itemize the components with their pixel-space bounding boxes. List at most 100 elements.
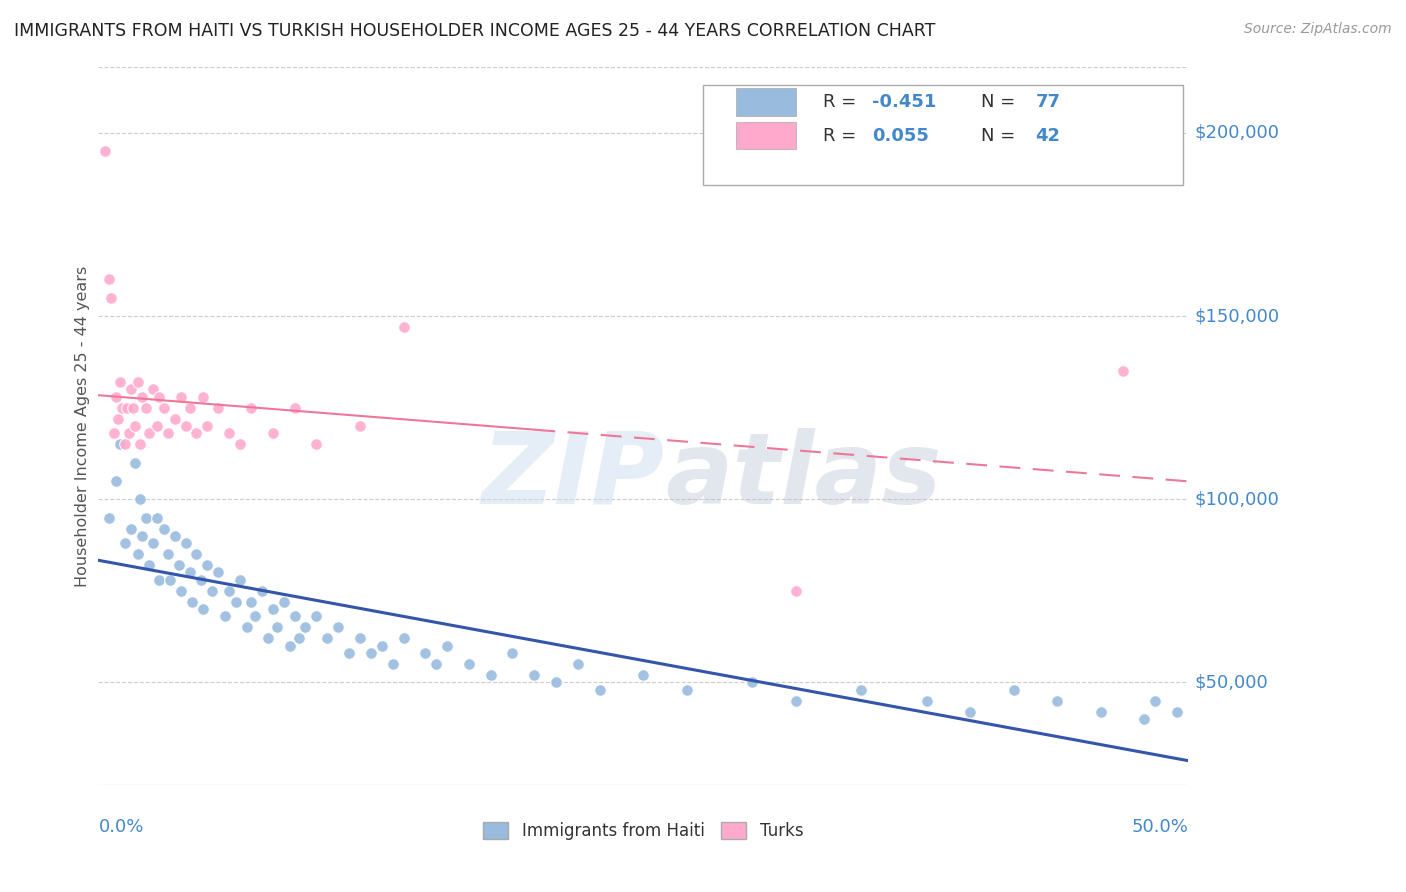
Point bbox=[294, 620, 316, 634]
Point bbox=[131, 529, 153, 543]
Point bbox=[128, 492, 150, 507]
Point bbox=[239, 401, 263, 415]
Point bbox=[239, 595, 263, 609]
Point bbox=[186, 547, 208, 561]
Text: $200,000: $200,000 bbox=[1195, 124, 1279, 142]
Point bbox=[1111, 364, 1133, 378]
Text: $100,000: $100,000 bbox=[1195, 491, 1279, 508]
Point bbox=[186, 426, 208, 441]
Point bbox=[849, 682, 872, 697]
Point bbox=[326, 620, 350, 634]
Point bbox=[544, 675, 567, 690]
Point bbox=[174, 419, 197, 434]
Point bbox=[170, 583, 193, 598]
Point bbox=[146, 510, 169, 524]
Point bbox=[458, 657, 481, 671]
Point bbox=[1002, 682, 1025, 697]
Legend: Immigrants from Haiti, Turks: Immigrants from Haiti, Turks bbox=[475, 814, 811, 848]
Point bbox=[266, 620, 288, 634]
Y-axis label: Householder Income Ages 25 - 44 years: Householder Income Ages 25 - 44 years bbox=[75, 265, 90, 587]
Point bbox=[284, 401, 307, 415]
Point bbox=[159, 573, 181, 587]
Point bbox=[100, 291, 122, 305]
Point bbox=[135, 401, 157, 415]
Point bbox=[436, 639, 458, 653]
Point bbox=[127, 547, 149, 561]
FancyBboxPatch shape bbox=[703, 85, 1182, 186]
Text: ZIP: ZIP bbox=[482, 427, 665, 524]
Point bbox=[170, 390, 193, 404]
Point bbox=[138, 558, 160, 573]
Point bbox=[107, 411, 129, 425]
Point bbox=[111, 401, 134, 415]
Point bbox=[153, 521, 174, 535]
FancyBboxPatch shape bbox=[735, 88, 796, 116]
Point bbox=[163, 529, 186, 543]
Point bbox=[631, 668, 654, 682]
Point bbox=[588, 682, 610, 697]
Point bbox=[479, 668, 502, 682]
Point bbox=[118, 426, 141, 441]
Point bbox=[349, 632, 371, 646]
Point bbox=[392, 632, 415, 646]
Point bbox=[195, 558, 219, 573]
Text: $150,000: $150,000 bbox=[1195, 307, 1279, 325]
Point bbox=[191, 390, 214, 404]
Point bbox=[142, 536, 165, 550]
Text: 50.0%: 50.0% bbox=[1132, 818, 1188, 836]
Point bbox=[114, 437, 136, 451]
Point bbox=[127, 375, 149, 389]
Text: N =: N = bbox=[981, 127, 1021, 145]
Point bbox=[229, 437, 252, 451]
Point bbox=[675, 682, 697, 697]
Point bbox=[360, 646, 382, 660]
Text: R =: R = bbox=[823, 93, 862, 112]
Point bbox=[124, 456, 146, 470]
Point bbox=[174, 536, 197, 550]
Point bbox=[337, 646, 360, 660]
Point bbox=[273, 595, 295, 609]
Point bbox=[229, 573, 252, 587]
Point bbox=[153, 401, 174, 415]
Point bbox=[181, 595, 204, 609]
Point bbox=[179, 401, 201, 415]
Point bbox=[245, 609, 267, 624]
Text: atlas: atlas bbox=[665, 427, 942, 524]
Point bbox=[148, 573, 170, 587]
Point bbox=[214, 609, 236, 624]
Point bbox=[381, 657, 404, 671]
Point bbox=[163, 411, 186, 425]
Point bbox=[115, 401, 138, 415]
Point bbox=[785, 694, 807, 708]
Point bbox=[1090, 705, 1112, 719]
Point bbox=[278, 639, 301, 653]
Point bbox=[262, 602, 284, 616]
Point bbox=[114, 536, 136, 550]
Point bbox=[104, 390, 127, 404]
Point bbox=[257, 632, 280, 646]
Point bbox=[124, 419, 146, 434]
Text: 0.0%: 0.0% bbox=[98, 818, 143, 836]
Point bbox=[288, 632, 311, 646]
Point bbox=[138, 426, 160, 441]
Point bbox=[146, 419, 169, 434]
Point bbox=[122, 401, 145, 415]
Point bbox=[915, 694, 938, 708]
Point bbox=[305, 437, 328, 451]
Point bbox=[316, 632, 339, 646]
Point bbox=[349, 419, 371, 434]
Point bbox=[201, 583, 224, 598]
Point bbox=[523, 668, 546, 682]
Point bbox=[157, 426, 180, 441]
Point bbox=[179, 566, 201, 580]
Point bbox=[207, 566, 229, 580]
Point bbox=[371, 639, 394, 653]
Text: Source: ZipAtlas.com: Source: ZipAtlas.com bbox=[1244, 22, 1392, 37]
Point bbox=[135, 510, 157, 524]
Point bbox=[94, 144, 117, 158]
Point bbox=[218, 583, 240, 598]
Point bbox=[392, 320, 415, 334]
Point bbox=[1133, 712, 1156, 726]
Point bbox=[218, 426, 240, 441]
Point bbox=[98, 510, 121, 524]
